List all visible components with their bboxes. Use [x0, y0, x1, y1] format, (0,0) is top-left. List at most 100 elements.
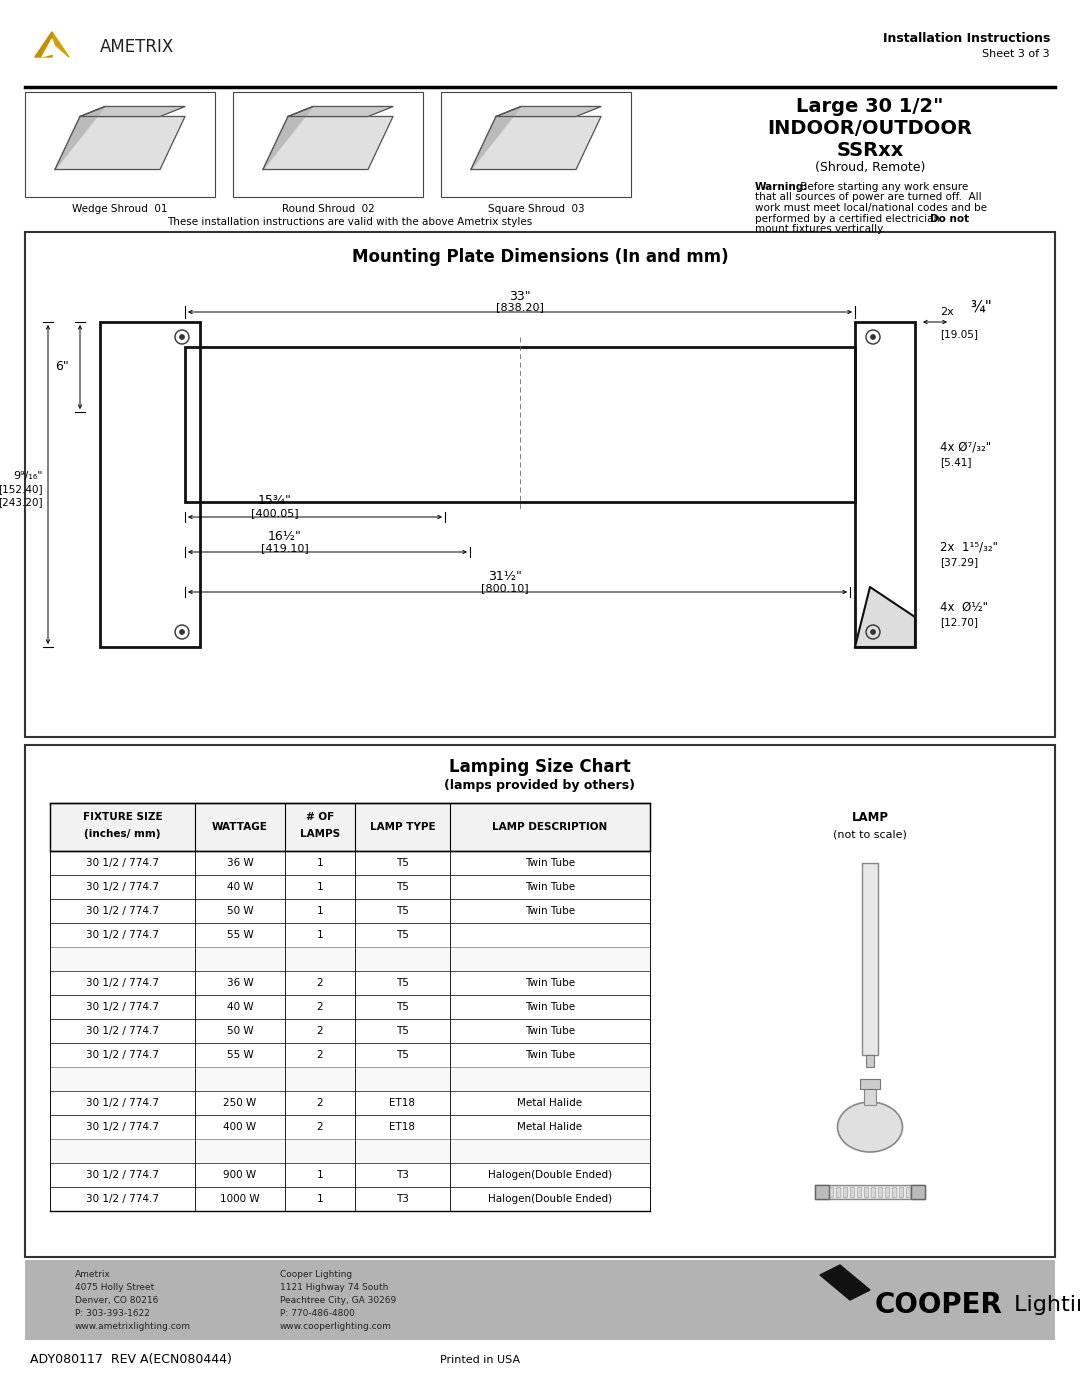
Polygon shape [471, 106, 521, 169]
Bar [50, 851, 650, 875]
Bar [25, 1260, 1055, 1340]
Text: 4075 Holly Street: 4075 Holly Street [75, 1282, 154, 1292]
Circle shape [870, 334, 876, 339]
Text: (lamps provided by others): (lamps provided by others) [445, 778, 635, 792]
Text: performed by a certified electrician.: performed by a certified electrician. [755, 214, 947, 224]
Text: [37.29]: [37.29] [940, 557, 978, 567]
Text: 2: 2 [316, 1025, 323, 1037]
Text: 30 1/2 / 774.7: 30 1/2 / 774.7 [86, 930, 159, 940]
Text: Wedge Shroud  01: Wedge Shroud 01 [72, 204, 167, 214]
Text: 2: 2 [316, 1122, 323, 1132]
Circle shape [179, 630, 185, 634]
Text: Halogen(Double Ended): Halogen(Double Ended) [488, 1171, 612, 1180]
Text: 1: 1 [316, 907, 323, 916]
Polygon shape [471, 116, 600, 169]
Bar [50, 1044, 650, 1067]
Text: 55 W: 55 W [227, 930, 254, 940]
Text: [152.40]: [152.40] [0, 485, 43, 495]
Polygon shape [42, 39, 58, 57]
Bar [836, 1187, 840, 1197]
Text: Peachtree City, GA 30269: Peachtree City, GA 30269 [280, 1296, 396, 1305]
Bar [50, 1018, 650, 1044]
Text: T5: T5 [396, 882, 409, 893]
Bar [50, 971, 650, 995]
Text: 31½": 31½" [488, 570, 522, 583]
Text: These installation instructions are valid with the above Ametrix styles: These installation instructions are vali… [167, 217, 532, 226]
Bar [912, 1185, 924, 1199]
Text: LAMP: LAMP [851, 810, 889, 824]
Text: AMETRIX: AMETRIX [100, 38, 174, 56]
Text: 30 1/2 / 774.7: 30 1/2 / 774.7 [86, 1025, 159, 1037]
Text: Twin Tube: Twin Tube [525, 1025, 575, 1037]
Text: 1000 W: 1000 W [220, 1194, 260, 1204]
Text: T3: T3 [396, 1194, 409, 1204]
Bar [855, 321, 915, 647]
Text: 40 W: 40 W [227, 1002, 254, 1011]
Bar [25, 92, 215, 197]
Bar [850, 1187, 854, 1197]
Bar [50, 1162, 650, 1187]
Text: Before starting any work ensure: Before starting any work ensure [797, 182, 969, 191]
Text: 9⁹/₁₆": 9⁹/₁₆" [13, 472, 43, 482]
Text: LAMP TYPE: LAMP TYPE [369, 821, 435, 833]
Text: 36 W: 36 W [227, 978, 254, 988]
Bar [100, 321, 200, 647]
Polygon shape [264, 106, 313, 169]
Text: 250 W: 250 W [224, 1098, 257, 1108]
Text: T5: T5 [396, 1002, 409, 1011]
Bar [870, 1187, 875, 1197]
Text: [12.70]: [12.70] [940, 617, 978, 627]
Text: ADY080117  REV A(ECN080444): ADY080117 REV A(ECN080444) [30, 1354, 232, 1366]
Text: 2x: 2x [940, 307, 954, 317]
Text: ET18: ET18 [390, 1122, 416, 1132]
Text: LAMPS: LAMPS [300, 830, 340, 840]
Text: 1: 1 [316, 930, 323, 940]
Bar [829, 1187, 833, 1197]
Text: Twin Tube: Twin Tube [525, 1051, 575, 1060]
Text: Mounting Plate Dimensions (In and mm): Mounting Plate Dimensions (In and mm) [352, 249, 728, 265]
Text: 30 1/2 / 774.7: 30 1/2 / 774.7 [86, 907, 159, 916]
Bar [815, 1185, 829, 1199]
Text: 1: 1 [316, 858, 323, 868]
Bar [50, 803, 650, 851]
Text: 50 W: 50 W [227, 1025, 254, 1037]
Polygon shape [264, 116, 393, 169]
Text: Halogen(Double Ended): Halogen(Double Ended) [488, 1194, 612, 1204]
Text: work must meet local/national codes and be: work must meet local/national codes and … [755, 203, 987, 212]
Text: 2: 2 [316, 978, 323, 988]
Text: P: 303-393-1622: P: 303-393-1622 [75, 1309, 150, 1317]
Bar [233, 92, 423, 197]
Text: 1: 1 [316, 1171, 323, 1180]
Text: 2: 2 [316, 1002, 323, 1011]
Polygon shape [55, 116, 185, 169]
Bar [899, 1187, 903, 1197]
Text: WATTAGE: WATTAGE [212, 821, 268, 833]
Text: T5: T5 [396, 1025, 409, 1037]
Text: [838.20]: [838.20] [496, 302, 544, 312]
Text: 30 1/2 / 774.7: 30 1/2 / 774.7 [86, 882, 159, 893]
Text: (not to scale): (not to scale) [833, 830, 907, 840]
Bar [185, 346, 855, 502]
Polygon shape [496, 106, 600, 116]
Text: INDOOR/OUTDOOR: INDOOR/OUTDOOR [768, 120, 972, 138]
Polygon shape [55, 106, 105, 169]
Bar [50, 923, 650, 947]
Bar [50, 900, 650, 923]
Text: [800.10]: [800.10] [482, 583, 529, 592]
Text: Ametrix: Ametrix [75, 1270, 111, 1280]
Polygon shape [35, 32, 52, 57]
Text: SSRxx: SSRxx [836, 141, 904, 161]
Text: Twin Tube: Twin Tube [525, 1002, 575, 1011]
Text: Lighting: Lighting [1007, 1295, 1080, 1315]
Text: 4x  Ø½": 4x Ø½" [940, 601, 988, 613]
Text: [400.05]: [400.05] [252, 509, 299, 518]
Text: [19.05]: [19.05] [940, 330, 978, 339]
Text: T5: T5 [396, 858, 409, 868]
Text: (Shroud, Remote): (Shroud, Remote) [814, 161, 926, 173]
Text: that all sources of power are turned off.  All: that all sources of power are turned off… [755, 193, 982, 203]
Bar [864, 1187, 868, 1197]
Text: 900 W: 900 W [224, 1171, 257, 1180]
Bar [50, 875, 650, 900]
Text: T5: T5 [396, 1051, 409, 1060]
Bar [843, 1187, 847, 1197]
